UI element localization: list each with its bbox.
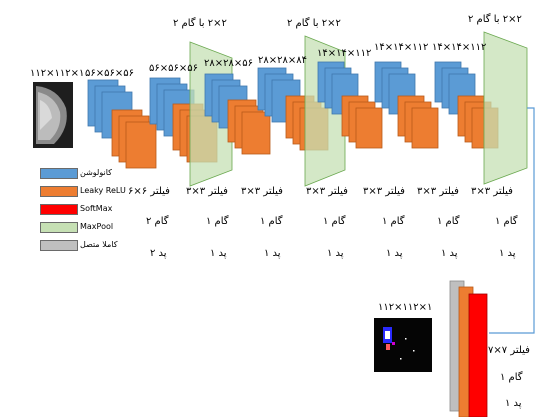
- legend-label: SoftMax: [80, 204, 113, 213]
- block-size-label: ۱۴×۱۴×۱۱۲: [432, 42, 487, 53]
- filter-label: فیلتر ۶×۶: [128, 186, 170, 197]
- stride-label: گام ۱: [495, 216, 518, 227]
- connector-line: [489, 107, 535, 334]
- relu-stack-6: [397, 95, 439, 149]
- pad-label: پد ۱: [264, 248, 281, 259]
- stride-label: گام ۱: [260, 216, 283, 227]
- pad-label: پد ۲: [150, 248, 167, 259]
- legend-swatch-softmax: [40, 204, 78, 215]
- legend-swatch-relu: [40, 186, 78, 197]
- input-mammogram-image: [33, 82, 73, 148]
- pool-label: ۲×۲ با گام ۲: [468, 14, 522, 25]
- legend-swatch-maxpool: [40, 222, 78, 233]
- pad-label: پد ۱: [210, 248, 227, 259]
- pad-label: پد ۱: [386, 248, 403, 259]
- filter-label: فیلتر ۳×۳: [306, 186, 348, 197]
- filter-label: فیلتر ۳×۳: [241, 186, 283, 197]
- pool-label: ۲×۲ با گام ۲: [173, 18, 227, 29]
- filter-label: فیلتر ۳×۳: [417, 186, 459, 197]
- block-size-label: ۵۶×۵۶×۵۶: [85, 68, 134, 79]
- stride-label: گام ۱: [382, 216, 405, 227]
- filter-label: فیلتر ۳×۳: [363, 186, 405, 197]
- legend-label: MaxPool: [80, 222, 114, 231]
- output-size-label: ۱۱۲×۱۱۲×۱: [378, 302, 433, 313]
- block-size-label: ۱۴×۱۴×۱۱۲: [374, 42, 429, 53]
- legend-swatch-conv: [40, 168, 78, 179]
- pad-label: پد ۱: [499, 248, 516, 259]
- pad-label: پد ۱: [441, 248, 458, 259]
- legend-label: کاملا متصل: [80, 240, 118, 249]
- relu-stack-5: [341, 95, 383, 149]
- stride-label: گام ۱: [206, 216, 229, 227]
- input-size-label: ۱۱۲×۱۱۲×۱: [30, 68, 85, 79]
- stride-label: گام ۱: [437, 216, 460, 227]
- stride-label: گام ۱: [323, 216, 346, 227]
- filter-label: فیلتر ۳×۳: [471, 186, 513, 197]
- legend-label: Leaky ReLU: [80, 186, 126, 195]
- conv-stack-5: [317, 61, 359, 115]
- final-pad-label: پد ۱: [505, 398, 522, 409]
- filter-label: فیلتر ۳×۳: [186, 186, 228, 197]
- output-segmentation-image: [374, 318, 432, 372]
- relu-stack-3: [227, 99, 271, 155]
- final-stride-label: گام ۱: [500, 372, 523, 383]
- block-size-label: ۱۴×۱۴×۱۱۲: [317, 48, 372, 59]
- relu-stack-1: [111, 109, 157, 169]
- final-layer-stack: [449, 280, 488, 417]
- pool-label: ۲×۲ با گام ۲: [287, 18, 341, 29]
- block-size-label: ۵۶×۵۶×۵۶: [149, 63, 198, 74]
- legend-swatch-fc: [40, 240, 78, 251]
- stride-label: گام ۲: [146, 216, 169, 227]
- final-filter-label: فیلتر ۷×۷: [488, 345, 530, 356]
- block-size-label: ۲۸×۲۸×۵۶: [204, 58, 253, 69]
- block-size-label: ۲۸×۲۸×۸۴: [258, 55, 307, 66]
- legend-label: کانولوشن: [80, 168, 112, 177]
- relu-stack-7: [457, 95, 499, 149]
- maxpool-3: [483, 31, 528, 185]
- pad-label: پد ۱: [327, 248, 344, 259]
